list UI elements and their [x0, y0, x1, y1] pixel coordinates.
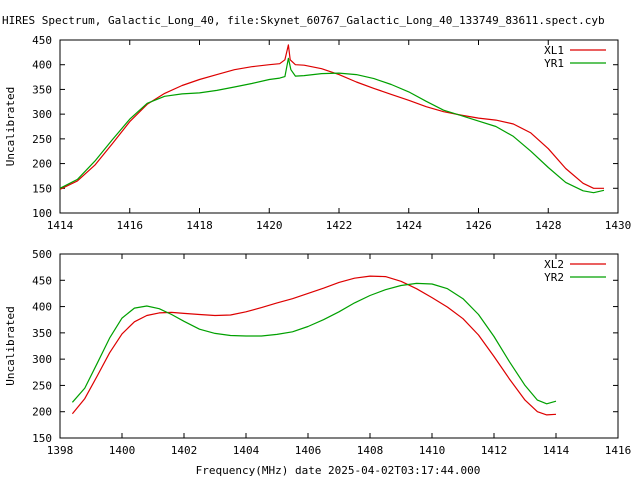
y-tick-label: 250 [32, 133, 52, 146]
x-tick-label: 1400 [109, 444, 136, 457]
y-tick-label: 400 [32, 59, 52, 72]
panel-1: 1414 1416 1418 1420 1422 1424 1426 1428 1430 100 1… [4, 34, 631, 232]
y-axis-label: Uncalibrated [4, 87, 17, 166]
y-tick-label: 200 [32, 406, 52, 419]
series-line-yr1 [59, 57, 605, 194]
x-tick-label: 1414 [543, 444, 570, 457]
y-tick-label: 250 [32, 379, 52, 392]
x-tick-label: 1402 [171, 444, 198, 457]
legend-label-yr2: YR2 [544, 271, 564, 284]
y-tick-label: 300 [32, 353, 52, 366]
x-tick-label: 1412 [481, 444, 508, 457]
x-tick-label: 1406 [295, 444, 322, 457]
x-tick-label: 1418 [186, 219, 213, 232]
panel-2: 1398 1400 1402 1404 1406 1408 1410 1412 1414 1416… [4, 248, 631, 457]
legend-label-yr1: YR1 [544, 57, 564, 70]
x-tick-label: 1410 [419, 444, 446, 457]
figure-title: HIRES Spectrum, Galactic_Long_40, file:S… [2, 14, 605, 27]
x-axis-label: Frequency(MHz) date 2025-04-02T03:17:44.… [196, 464, 481, 477]
y-axis-label: Uncalibrated [4, 306, 17, 385]
x-tick-label: 1426 [465, 219, 492, 232]
series-line-yr2 [71, 282, 557, 405]
plot-frame-1 [59, 39, 619, 214]
x-tick-label: 1430 [605, 219, 632, 232]
y-tick-label: 500 [32, 248, 52, 261]
x-tick-label: 1428 [535, 219, 562, 232]
series-line-xl2 [71, 275, 557, 416]
series-line-xl1 [59, 44, 604, 190]
x-tick-label: 1416 [117, 219, 144, 232]
x-tick-label: 1422 [326, 219, 353, 232]
y-tick-label: 200 [32, 158, 52, 171]
x-tick-label: 1416 [605, 444, 632, 457]
y-tick-label: 150 [32, 182, 52, 195]
x-tick-label: 1408 [357, 444, 384, 457]
y-tick-label: 400 [32, 301, 52, 314]
y-tick-label: 100 [32, 207, 52, 220]
x-tick-label: 1414 [47, 219, 74, 232]
y-tick-label: 350 [32, 83, 52, 96]
x-tick-label: 1424 [396, 219, 423, 232]
x-tick-label: 1420 [256, 219, 283, 232]
legend-label-xl2: XL2 [544, 258, 564, 271]
x-tick-label: 1398 [47, 444, 74, 457]
y-tick-label: 450 [32, 34, 52, 47]
y-tick-label: 350 [32, 327, 52, 340]
y-tick-label: 450 [32, 274, 52, 287]
legend-label-xl1: XL1 [544, 44, 564, 57]
y-tick-label: 150 [32, 432, 52, 445]
plot-frame-2 [59, 253, 619, 439]
x-tick-label: 1404 [233, 444, 260, 457]
y-tick-label: 300 [32, 108, 52, 121]
